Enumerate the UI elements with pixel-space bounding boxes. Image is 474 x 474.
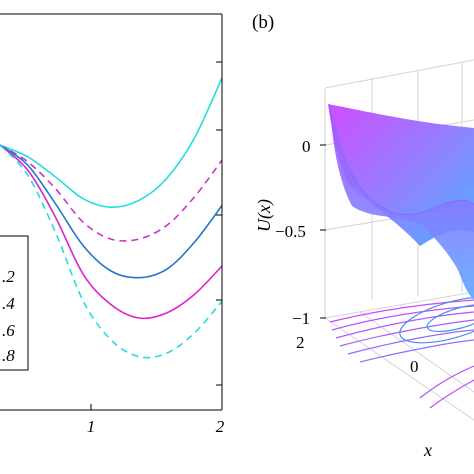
legend-entry-1: .2 (2, 267, 15, 286)
x-tick-label-2: 2 (216, 417, 225, 436)
legend-entry-2: .4 (2, 294, 15, 313)
contour-line (335, 311, 474, 339)
panel-a: 1 2 .2 .4 .6 .8 (0, 13, 225, 436)
z-tick-label-0: 0 (302, 137, 311, 156)
panel-b-surface (328, 104, 474, 300)
grid-line (324, 59, 474, 89)
legend-entry-4: .8 (2, 346, 15, 365)
panel-b-axis-ticks (320, 144, 326, 319)
grid-line (359, 311, 474, 393)
surface-front (330, 106, 474, 300)
contour-line (339, 319, 474, 347)
x-tick-label-1: 1 (87, 417, 96, 436)
panel-a-series (0, 77, 223, 359)
contour-ellipse (426, 303, 474, 333)
panel-b-contours (329, 296, 474, 409)
contour-ellipse (399, 296, 474, 344)
grid-line (324, 317, 474, 421)
z-tick-label-neg1: −1 (292, 309, 310, 328)
series-line-4 (0, 144, 223, 320)
x-axis-label: x (423, 440, 432, 460)
legend-entry-3: .6 (2, 321, 15, 340)
contour-line (347, 329, 474, 355)
panel-b-label: (b) (252, 12, 274, 33)
series-line-2 (0, 144, 223, 242)
contour-line (419, 365, 474, 399)
surface-edge (329, 105, 474, 215)
grid-line (324, 291, 474, 319)
legend-box (0, 235, 29, 371)
z-tick-label-neg0-5: −0.5 (275, 222, 306, 241)
y-axis-label: U(x) (254, 199, 275, 232)
depth-tick-label-0: 0 (410, 357, 419, 376)
panel-b: (b) (252, 12, 474, 460)
series-line-3 (0, 144, 223, 279)
panel-a-axes (0, 13, 223, 411)
series-line-1 (0, 77, 223, 209)
panel-a-right-ticks (216, 61, 222, 386)
contour-line (329, 299, 474, 323)
contour-line (429, 379, 474, 409)
contour-line (331, 305, 474, 331)
depth-tick-label-2: 2 (296, 333, 305, 352)
contour-line (359, 339, 474, 363)
legend: .2 .4 .6 .8 (0, 235, 29, 371)
